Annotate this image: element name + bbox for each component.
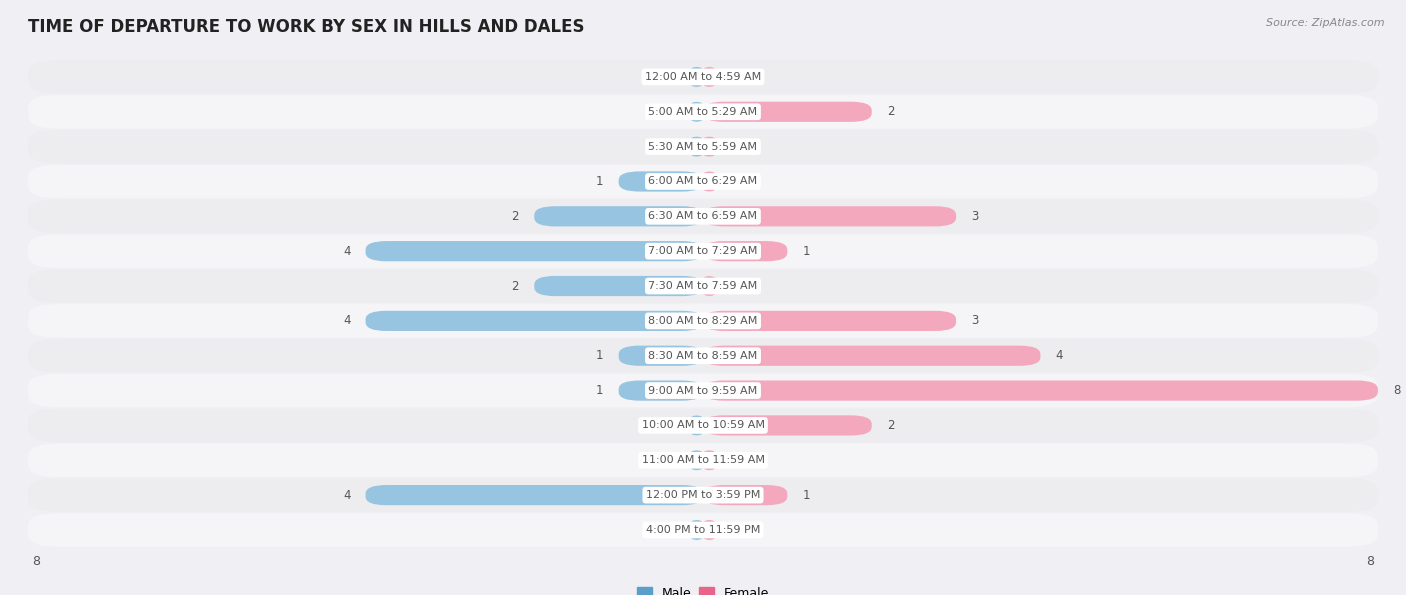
Text: 1: 1 xyxy=(803,245,810,258)
FancyBboxPatch shape xyxy=(703,485,787,505)
Text: 2: 2 xyxy=(512,280,519,293)
Text: 3: 3 xyxy=(972,210,979,223)
FancyBboxPatch shape xyxy=(28,443,1378,477)
FancyBboxPatch shape xyxy=(28,409,1378,442)
Text: 1: 1 xyxy=(596,384,603,397)
FancyBboxPatch shape xyxy=(703,346,1040,366)
Text: 4: 4 xyxy=(343,488,350,502)
Text: 9:00 AM to 9:59 AM: 9:00 AM to 9:59 AM xyxy=(648,386,758,396)
FancyBboxPatch shape xyxy=(703,241,787,261)
FancyBboxPatch shape xyxy=(28,234,1378,268)
Text: 12:00 PM to 3:59 PM: 12:00 PM to 3:59 PM xyxy=(645,490,761,500)
Text: 7:30 AM to 7:59 AM: 7:30 AM to 7:59 AM xyxy=(648,281,758,291)
Text: 5:00 AM to 5:29 AM: 5:00 AM to 5:29 AM xyxy=(648,107,758,117)
FancyBboxPatch shape xyxy=(703,415,872,436)
FancyBboxPatch shape xyxy=(28,199,1378,233)
FancyBboxPatch shape xyxy=(366,311,703,331)
Text: 0: 0 xyxy=(681,70,688,83)
Text: 0: 0 xyxy=(681,419,688,432)
Text: TIME OF DEPARTURE TO WORK BY SEX IN HILLS AND DALES: TIME OF DEPARTURE TO WORK BY SEX IN HILL… xyxy=(28,18,585,36)
FancyBboxPatch shape xyxy=(534,206,703,227)
Text: 4:00 PM to 11:59 PM: 4:00 PM to 11:59 PM xyxy=(645,525,761,535)
FancyBboxPatch shape xyxy=(619,171,703,192)
Text: 2: 2 xyxy=(887,419,894,432)
FancyBboxPatch shape xyxy=(703,276,716,296)
FancyBboxPatch shape xyxy=(703,520,716,540)
Text: 2: 2 xyxy=(887,105,894,118)
Text: 8:00 AM to 8:29 AM: 8:00 AM to 8:29 AM xyxy=(648,316,758,326)
Text: 4: 4 xyxy=(343,314,350,327)
Text: 2: 2 xyxy=(512,210,519,223)
FancyBboxPatch shape xyxy=(366,485,703,505)
FancyBboxPatch shape xyxy=(703,311,956,331)
Text: 0: 0 xyxy=(718,524,725,537)
FancyBboxPatch shape xyxy=(690,102,703,122)
Text: 0: 0 xyxy=(681,454,688,466)
Text: 8: 8 xyxy=(32,555,41,568)
Text: 0: 0 xyxy=(718,70,725,83)
FancyBboxPatch shape xyxy=(690,136,703,156)
FancyBboxPatch shape xyxy=(703,67,716,87)
FancyBboxPatch shape xyxy=(28,478,1378,512)
FancyBboxPatch shape xyxy=(28,60,1378,93)
FancyBboxPatch shape xyxy=(28,130,1378,164)
Text: 11:00 AM to 11:59 AM: 11:00 AM to 11:59 AM xyxy=(641,455,765,465)
FancyBboxPatch shape xyxy=(534,276,703,296)
Text: 8:30 AM to 8:59 AM: 8:30 AM to 8:59 AM xyxy=(648,350,758,361)
Legend: Male, Female: Male, Female xyxy=(631,581,775,595)
Text: 10:00 AM to 10:59 AM: 10:00 AM to 10:59 AM xyxy=(641,421,765,430)
FancyBboxPatch shape xyxy=(690,67,703,87)
Text: 0: 0 xyxy=(718,280,725,293)
Text: 8: 8 xyxy=(1393,384,1400,397)
FancyBboxPatch shape xyxy=(690,415,703,436)
FancyBboxPatch shape xyxy=(619,346,703,366)
Text: 0: 0 xyxy=(681,140,688,153)
Text: 0: 0 xyxy=(718,175,725,188)
FancyBboxPatch shape xyxy=(703,380,1378,400)
FancyBboxPatch shape xyxy=(28,165,1378,198)
Text: 0: 0 xyxy=(718,140,725,153)
Text: 7:00 AM to 7:29 AM: 7:00 AM to 7:29 AM xyxy=(648,246,758,256)
Text: 5:30 AM to 5:59 AM: 5:30 AM to 5:59 AM xyxy=(648,142,758,152)
FancyBboxPatch shape xyxy=(28,270,1378,303)
Text: 0: 0 xyxy=(681,524,688,537)
FancyBboxPatch shape xyxy=(690,520,703,540)
Text: 0: 0 xyxy=(681,105,688,118)
Text: 6:30 AM to 6:59 AM: 6:30 AM to 6:59 AM xyxy=(648,211,758,221)
FancyBboxPatch shape xyxy=(28,513,1378,547)
Text: 12:00 AM to 4:59 AM: 12:00 AM to 4:59 AM xyxy=(645,72,761,82)
Text: 6:00 AM to 6:29 AM: 6:00 AM to 6:29 AM xyxy=(648,177,758,186)
FancyBboxPatch shape xyxy=(690,450,703,471)
FancyBboxPatch shape xyxy=(703,450,716,471)
FancyBboxPatch shape xyxy=(28,95,1378,129)
FancyBboxPatch shape xyxy=(619,380,703,400)
Text: 3: 3 xyxy=(972,314,979,327)
FancyBboxPatch shape xyxy=(703,136,716,156)
FancyBboxPatch shape xyxy=(28,374,1378,408)
Text: 1: 1 xyxy=(596,349,603,362)
FancyBboxPatch shape xyxy=(703,171,716,192)
Text: 4: 4 xyxy=(343,245,350,258)
FancyBboxPatch shape xyxy=(703,102,872,122)
FancyBboxPatch shape xyxy=(703,206,956,227)
FancyBboxPatch shape xyxy=(28,304,1378,337)
Text: Source: ZipAtlas.com: Source: ZipAtlas.com xyxy=(1267,18,1385,28)
Text: 0: 0 xyxy=(718,454,725,466)
FancyBboxPatch shape xyxy=(366,241,703,261)
FancyBboxPatch shape xyxy=(28,339,1378,372)
Text: 8: 8 xyxy=(1365,555,1374,568)
Text: 1: 1 xyxy=(803,488,810,502)
Text: 1: 1 xyxy=(596,175,603,188)
Text: 4: 4 xyxy=(1056,349,1063,362)
